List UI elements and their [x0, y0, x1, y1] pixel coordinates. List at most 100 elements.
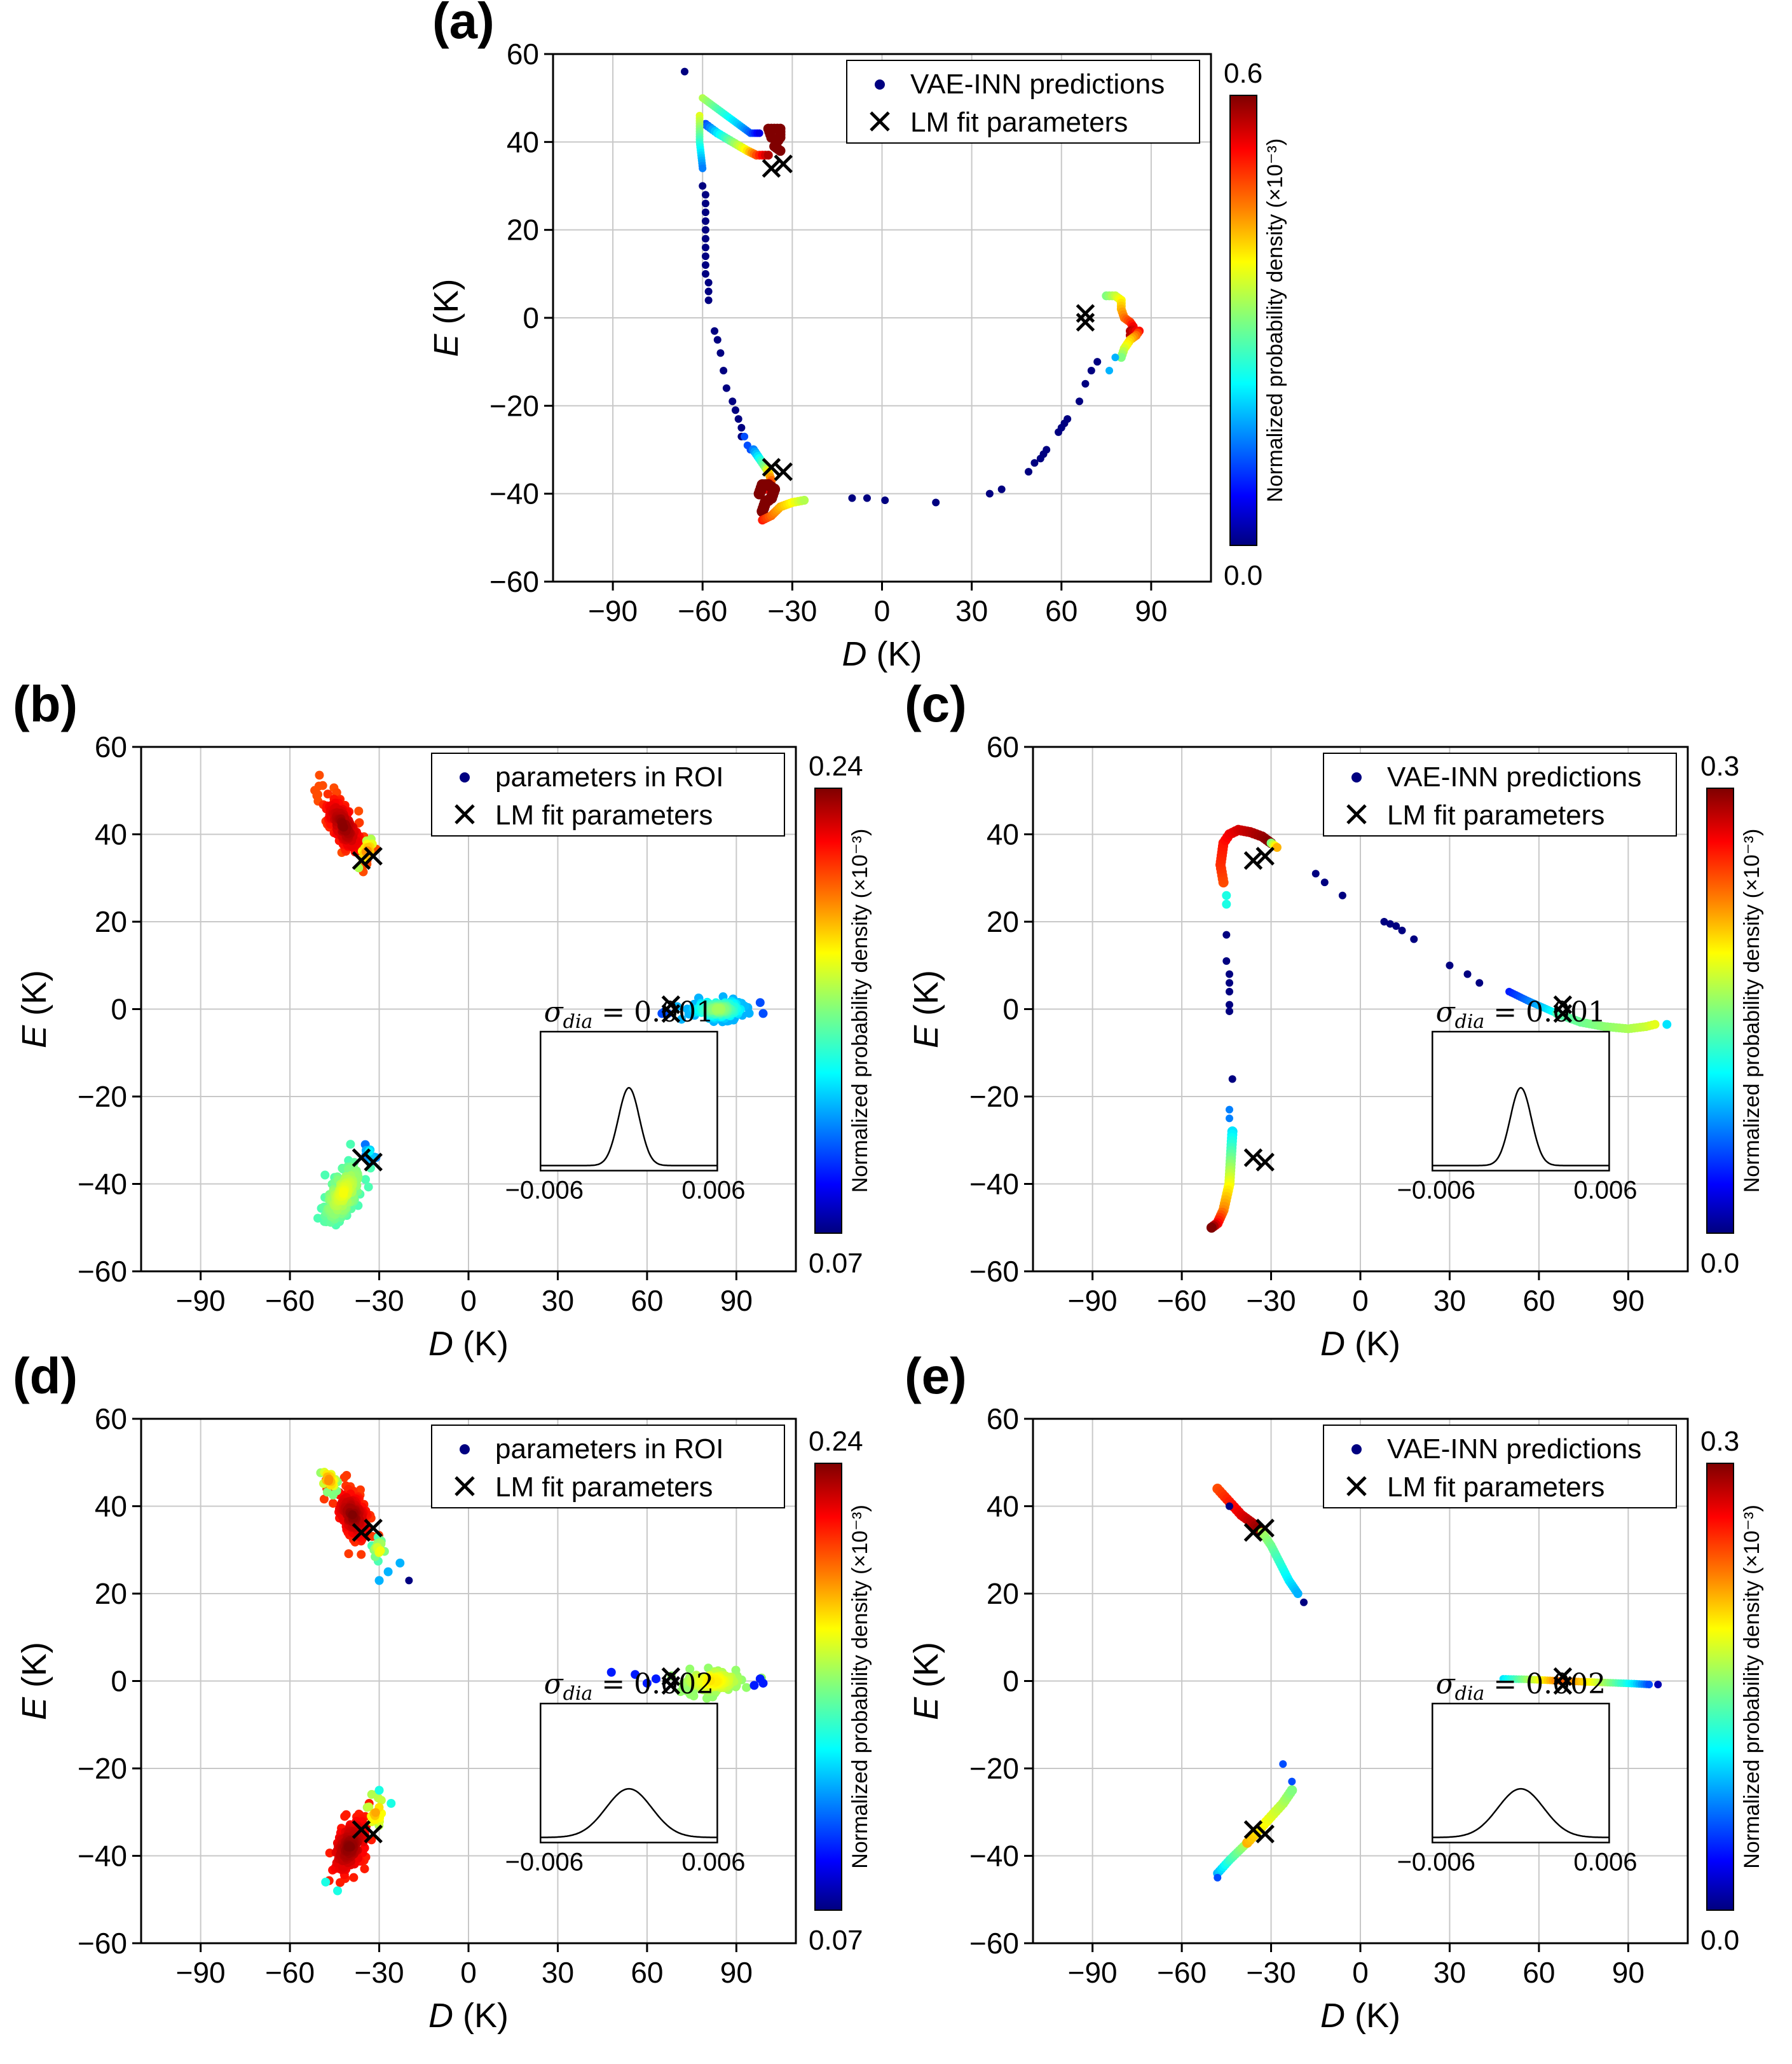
data-point: [701, 191, 709, 199]
data-point: [1087, 367, 1095, 374]
lm-fit-stroke: [364, 1519, 383, 1538]
data-point: [716, 349, 725, 357]
data-point: [1116, 353, 1126, 362]
data-point: [1654, 1681, 1662, 1688]
data-point: [731, 406, 739, 414]
inset-gaussian-curve: [1432, 1787, 1610, 1838]
data-point: [1222, 931, 1231, 939]
lm-fit-marker: [364, 847, 383, 866]
lm-fit-marker: [1243, 1148, 1263, 1168]
y-tick-label: −20: [78, 1080, 127, 1113]
data-point: [706, 1676, 715, 1686]
data-point: [741, 432, 749, 441]
data-point: [704, 278, 713, 287]
y-tick-label: 60: [987, 1402, 1019, 1435]
y-tick-label: 0: [1002, 993, 1019, 1026]
sigma-symbol: σ: [544, 1668, 564, 1700]
data-point: [758, 1678, 768, 1688]
data-point: [1300, 1598, 1308, 1606]
data-point: [364, 1802, 374, 1812]
data-point: [1226, 970, 1233, 978]
data-point: [681, 67, 688, 76]
legend-x-marker: [1346, 1476, 1367, 1496]
data-point: [704, 287, 713, 296]
y-tick-label: −60: [969, 1927, 1019, 1960]
colorbar-min-label: 0.0: [1224, 560, 1262, 591]
lm-fit-marker: [1243, 1522, 1263, 1542]
data-point: [376, 1796, 386, 1805]
data-point: [1386, 920, 1394, 928]
data-point: [932, 498, 940, 507]
data-point: [1226, 1114, 1233, 1123]
data-point: [357, 1550, 366, 1559]
legend-box: [431, 1425, 785, 1508]
lm-fit-stroke: [1255, 1519, 1275, 1538]
x-axis-var: D: [842, 635, 867, 673]
lm-fit-stroke: [1243, 1148, 1263, 1168]
inset-x-left-label: −0.006: [505, 1849, 584, 1876]
data-point: [374, 1786, 384, 1795]
legend-label-predictions: parameters in ROI: [495, 1433, 723, 1465]
y-tick-label: 20: [987, 1577, 1019, 1610]
lm-fit-stroke: [364, 847, 383, 866]
y-axis-label: E (K): [907, 970, 945, 1048]
inset-x-right-label: 0.006: [1573, 1177, 1637, 1205]
data-point: [701, 261, 709, 269]
data-point: [1093, 358, 1102, 366]
inset-x-right-label: 0.006: [681, 1849, 745, 1876]
legend-x-marker: [455, 1476, 475, 1496]
data-point: [720, 367, 728, 374]
y-tick-label: 40: [507, 125, 539, 158]
data-point: [749, 1681, 759, 1690]
colorbar-gradient: [1706, 1463, 1734, 1911]
y-tick-label: −40: [969, 1840, 1019, 1873]
data-point: [1662, 1020, 1672, 1029]
panel-label: (e): [905, 1348, 967, 1404]
x-tick-label: 60: [1045, 594, 1077, 627]
lm-fit-marker: [661, 1004, 681, 1023]
data-point: [320, 1170, 330, 1180]
colorbar-gradient: [814, 1463, 842, 1911]
colorbar-max-label: 0.3: [1700, 1426, 1739, 1457]
y-axis-label: E (K): [907, 1642, 945, 1720]
data-point: [371, 1808, 380, 1817]
data-point: [1463, 970, 1472, 978]
x-tick-label: −60: [1157, 1956, 1207, 1989]
x-tick-label: 90: [1612, 1284, 1645, 1317]
data-point: [324, 1476, 333, 1486]
y-tick-label: −40: [489, 477, 539, 510]
inset-gaussian-curve: [1432, 1086, 1610, 1166]
x-tick-label: 30: [1433, 1284, 1466, 1317]
legend-dot-marker: [1351, 1444, 1362, 1454]
x-tick-label: 90: [1612, 1956, 1645, 1989]
data-marks: [316, 1468, 768, 1896]
lm-fit-stroke: [352, 1148, 371, 1168]
y-tick-label: 60: [987, 730, 1019, 763]
colorbar-title: Normalized probability density (×10⁻³): [1263, 139, 1287, 503]
lm-fit-stroke: [661, 995, 681, 1015]
lm-fit-marker: [1243, 1820, 1263, 1840]
data-point: [737, 423, 746, 432]
data-point: [701, 200, 709, 208]
legend-label-predictions: parameters in ROI: [495, 762, 723, 793]
data-point: [1226, 1007, 1233, 1015]
y-axis-unit: (K): [427, 278, 465, 334]
data-point: [333, 1886, 342, 1896]
data-point: [364, 1182, 373, 1192]
legend: parameters in ROI LM fit parameters: [431, 753, 785, 837]
x-tick-label: −30: [1247, 1284, 1296, 1317]
data-point: [701, 235, 709, 243]
lm-fit-marker: [352, 851, 371, 870]
x-tick-label: −30: [355, 1956, 404, 1989]
data-point: [775, 146, 786, 156]
data-point: [376, 1546, 385, 1555]
sigma-value: = 0.002: [592, 1668, 714, 1700]
lm-fit-stroke: [1243, 1522, 1263, 1542]
inset: σdia = 0.002 −0.006 0.006: [505, 1668, 746, 1876]
data-point: [701, 217, 709, 225]
y-axis-unit: (K): [907, 1642, 945, 1697]
data-point: [1410, 935, 1418, 943]
x-tick-label: 60: [1522, 1284, 1555, 1317]
